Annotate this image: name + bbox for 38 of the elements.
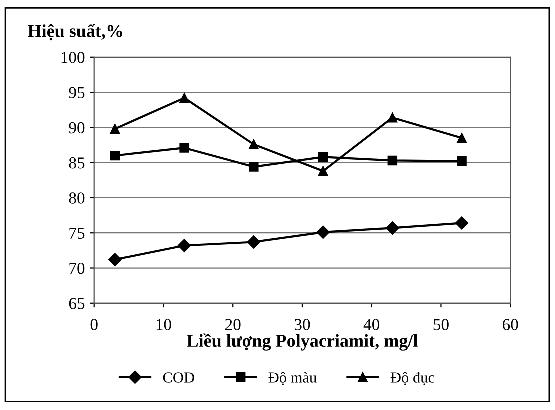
point xyxy=(108,253,122,266)
legend-label: Độ đục xyxy=(390,372,435,386)
y-axis-title: Hiệu suất,% xyxy=(28,24,122,41)
x-tick-label: 60 xyxy=(502,319,518,330)
point xyxy=(457,156,467,166)
legend-label: COD xyxy=(163,372,194,383)
point xyxy=(316,226,330,239)
point xyxy=(455,216,469,230)
point xyxy=(178,239,192,252)
point xyxy=(388,112,398,123)
point xyxy=(247,236,260,249)
point xyxy=(318,166,328,176)
y-tick-label: 100 xyxy=(62,52,85,64)
point xyxy=(249,162,259,172)
y-tick-label: 95 xyxy=(69,87,85,98)
x-tick-label: 40 xyxy=(364,319,380,330)
point xyxy=(180,143,190,153)
x-tick-label: 10 xyxy=(156,319,172,330)
point xyxy=(110,150,120,161)
y-tick-label: 75 xyxy=(70,228,85,240)
point xyxy=(110,124,120,134)
point xyxy=(457,133,467,144)
y-tick-label: 90 xyxy=(69,122,85,134)
point xyxy=(249,140,259,150)
point xyxy=(180,93,190,104)
x-axis-title: Liều lượng Polyacriamit, mg/l xyxy=(187,334,418,351)
y-tick-label: 70 xyxy=(70,262,85,274)
y-tick-label: 65 xyxy=(69,298,85,310)
x-tick-label: 50 xyxy=(434,319,449,330)
point xyxy=(318,152,328,162)
x-tick-label: 30 xyxy=(294,319,310,330)
y-tick-label: 80 xyxy=(69,192,85,204)
legend-label: Độ màu xyxy=(268,372,317,386)
point xyxy=(386,222,400,235)
point xyxy=(388,156,398,166)
x-tick-label: 0 xyxy=(90,319,98,330)
x-tick-label: 20 xyxy=(226,319,241,330)
y-tick-label: 85 xyxy=(69,158,85,169)
